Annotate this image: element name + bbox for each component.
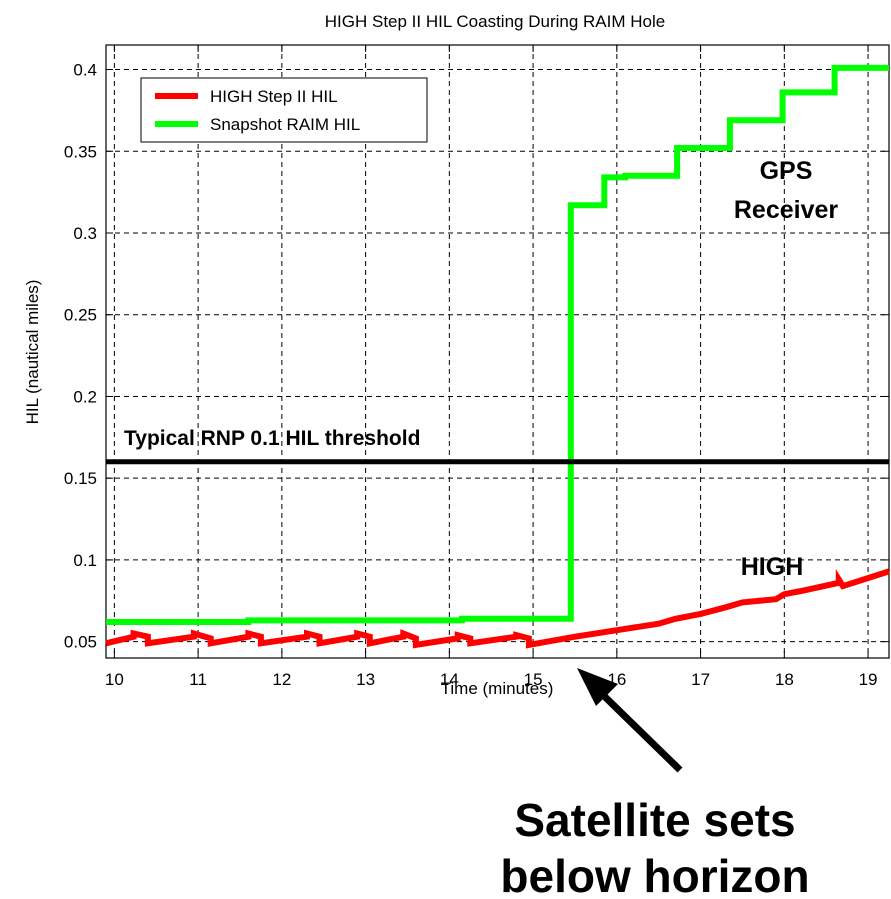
plot-area xyxy=(106,45,889,658)
annotation-threshold: Typical RNP 0.1 HIL threshold xyxy=(124,427,420,450)
y-tick-label: 0.15 xyxy=(64,469,97,488)
series-line-high-step-ii-hil xyxy=(105,568,890,649)
y-tick-label: 0.2 xyxy=(73,387,97,406)
chart-title: HIGH Step II HIL Coasting During RAIM Ho… xyxy=(325,12,665,31)
legend: HIGH Step II HIL Snapshot RAIM HIL xyxy=(140,77,428,143)
x-tick-label: 18 xyxy=(775,670,794,689)
y-tick-label: 0.25 xyxy=(64,306,97,325)
arrow-head xyxy=(577,668,618,706)
x-tick-label: 13 xyxy=(356,670,375,689)
legend-box xyxy=(140,77,428,143)
plot-frame xyxy=(105,44,890,659)
legend-label-snapshot: Snapshot RAIM HIL xyxy=(210,115,360,134)
y-tick-labels: 0.05 0.1 0.15 0.2 0.25 0.3 0.35 0.4 xyxy=(64,61,97,652)
annotation-receiver: Receiver xyxy=(734,196,839,224)
series-line-snapshot-raim-hil xyxy=(106,64,889,625)
y-tick-label: 0.4 xyxy=(73,61,97,80)
annotation-satellite-line1: Satellite sets xyxy=(514,794,795,846)
x-tick-label: 11 xyxy=(189,670,207,689)
y-tick-label: 0.1 xyxy=(73,551,97,570)
annotation-high: HIGH xyxy=(741,553,804,581)
y-tick-label: 0.35 xyxy=(64,142,97,161)
x-tick-label: 17 xyxy=(691,670,710,689)
annotation-gps: GPS xyxy=(760,157,813,185)
x-tick-label: 10 xyxy=(105,670,124,689)
series-layer xyxy=(105,64,890,649)
x-tick-label: 19 xyxy=(859,670,878,689)
tick-marks xyxy=(106,45,889,658)
x-tick-label: 12 xyxy=(272,670,291,689)
x-tick-labels: 10 11 12 13 14 15 16 17 18 19 xyxy=(105,670,878,689)
legend-label-high: HIGH Step II HIL xyxy=(210,87,338,106)
x-tick-label: 14 xyxy=(440,670,459,689)
x-tick-label: 15 xyxy=(524,670,543,689)
arrow xyxy=(577,668,683,773)
x-axis-label: Time (minutes) xyxy=(441,679,554,698)
arrow-shaft xyxy=(597,689,683,773)
y-tick-label: 0.3 xyxy=(73,224,97,243)
y-axis-label: HIL (nautical miles) xyxy=(23,280,42,425)
y-tick-label: 0.05 xyxy=(64,633,97,652)
annotation-satellite-line2: below horizon xyxy=(500,850,809,899)
